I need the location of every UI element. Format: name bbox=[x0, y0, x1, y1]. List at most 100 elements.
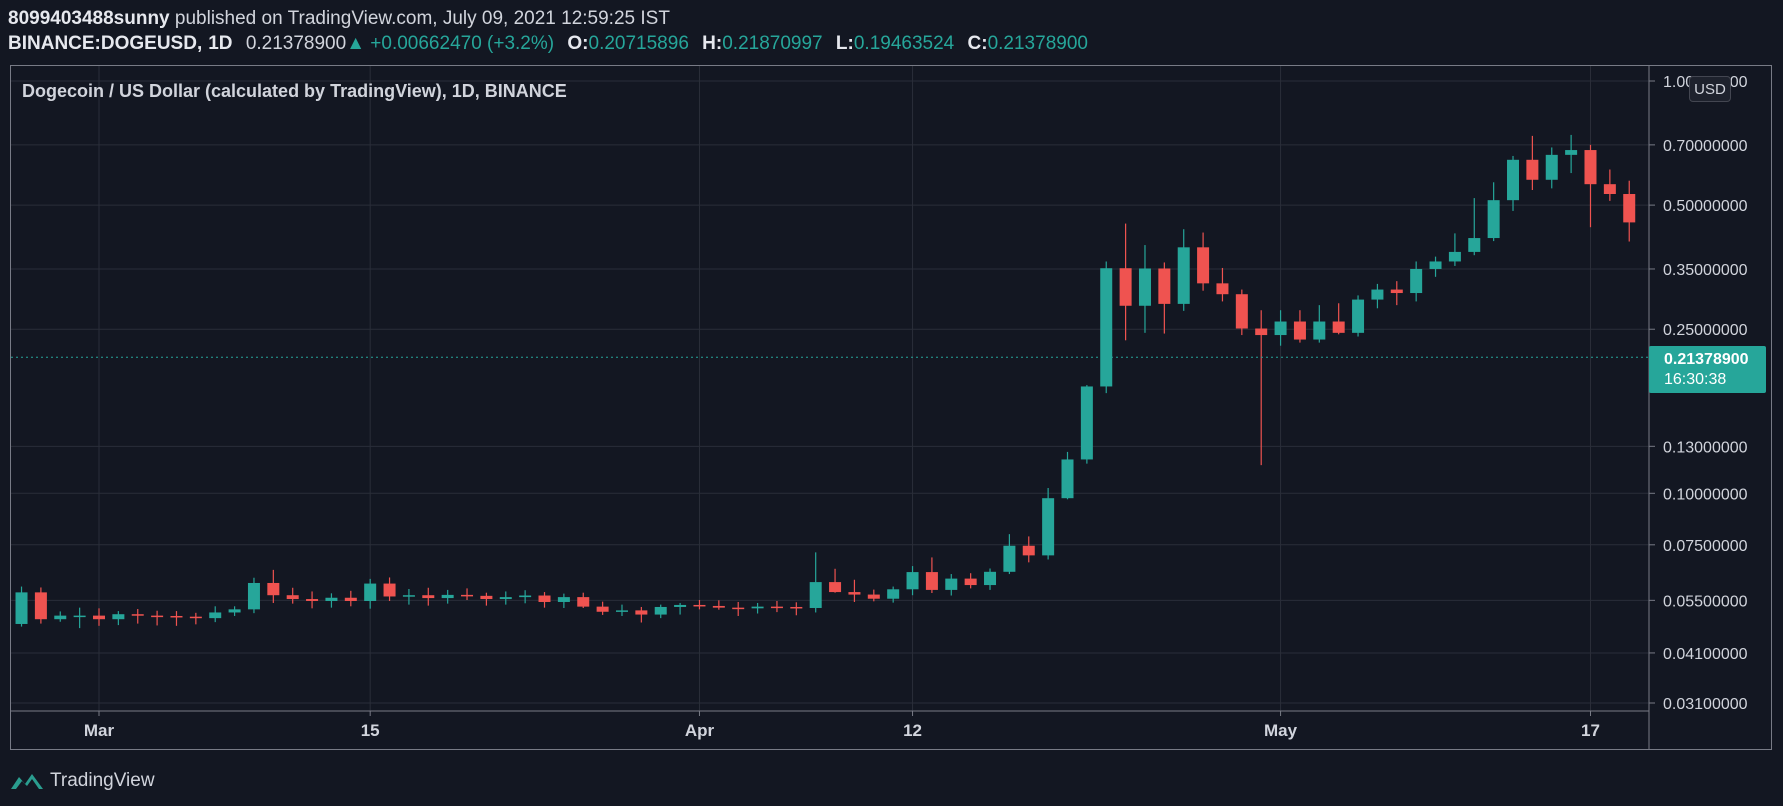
candle[interactable] bbox=[829, 568, 842, 593]
candle[interactable] bbox=[1526, 135, 1539, 191]
candle[interactable] bbox=[906, 566, 919, 596]
candle[interactable] bbox=[557, 593, 570, 608]
candle[interactable] bbox=[1313, 305, 1326, 343]
tradingview-brand[interactable]: TradingView bbox=[10, 768, 155, 794]
candle[interactable] bbox=[925, 557, 938, 594]
candle-body bbox=[480, 595, 493, 600]
candle[interactable] bbox=[1584, 144, 1597, 228]
candle[interactable] bbox=[15, 586, 28, 627]
candle[interactable] bbox=[519, 590, 532, 604]
candle[interactable] bbox=[1274, 310, 1287, 346]
candle[interactable] bbox=[1255, 310, 1268, 466]
candle[interactable] bbox=[693, 600, 706, 610]
candle[interactable] bbox=[848, 579, 861, 602]
candle[interactable] bbox=[151, 610, 164, 626]
candle[interactable] bbox=[712, 600, 725, 610]
candle[interactable] bbox=[945, 574, 958, 596]
candle[interactable] bbox=[170, 611, 183, 626]
candle[interactable] bbox=[887, 586, 900, 603]
candle[interactable] bbox=[286, 587, 299, 604]
candle[interactable] bbox=[1042, 487, 1055, 560]
candle[interactable] bbox=[1487, 182, 1500, 242]
candle[interactable] bbox=[1468, 198, 1481, 256]
candle[interactable] bbox=[93, 608, 105, 626]
candle[interactable] bbox=[577, 592, 590, 608]
candle[interactable] bbox=[809, 552, 822, 613]
candle[interactable] bbox=[1429, 256, 1442, 277]
candle[interactable] bbox=[654, 604, 667, 619]
candle[interactable] bbox=[751, 602, 764, 614]
candle[interactable] bbox=[402, 588, 415, 605]
candle[interactable] bbox=[344, 590, 357, 607]
candle-body bbox=[247, 582, 260, 610]
candle[interactable] bbox=[422, 587, 435, 606]
candle[interactable] bbox=[1158, 262, 1171, 334]
candle[interactable] bbox=[1565, 134, 1578, 174]
candle[interactable] bbox=[1603, 169, 1616, 201]
publisher-username[interactable]: 8099403488sunny bbox=[8, 8, 170, 29]
candle[interactable] bbox=[1235, 289, 1248, 336]
candle[interactable] bbox=[1410, 261, 1423, 302]
candle[interactable] bbox=[1293, 310, 1306, 343]
candle[interactable] bbox=[1332, 303, 1345, 335]
candle[interactable] bbox=[538, 592, 551, 608]
candle[interactable] bbox=[615, 604, 628, 616]
candle[interactable] bbox=[674, 602, 687, 615]
candle[interactable] bbox=[635, 606, 648, 623]
candle[interactable] bbox=[1022, 536, 1035, 563]
candle[interactable] bbox=[209, 606, 222, 623]
candle[interactable] bbox=[596, 601, 609, 615]
candle[interactable] bbox=[1507, 155, 1520, 211]
candle[interactable] bbox=[325, 593, 338, 608]
candle[interactable] bbox=[1545, 147, 1558, 189]
candle-body bbox=[1197, 247, 1210, 284]
candle[interactable] bbox=[1197, 232, 1210, 291]
candle[interactable] bbox=[790, 602, 803, 616]
candle[interactable] bbox=[112, 611, 125, 626]
candle[interactable] bbox=[480, 592, 493, 606]
candle[interactable] bbox=[34, 587, 47, 624]
candle[interactable] bbox=[364, 578, 377, 609]
candle[interactable] bbox=[1216, 267, 1229, 302]
candle[interactable] bbox=[247, 577, 260, 614]
candle[interactable] bbox=[770, 600, 783, 613]
candle[interactable] bbox=[131, 609, 144, 624]
candle[interactable] bbox=[1061, 451, 1074, 500]
candle[interactable] bbox=[1138, 245, 1151, 333]
candle-body bbox=[1293, 321, 1306, 340]
candle[interactable] bbox=[1390, 281, 1403, 306]
price-tick-label: 0.03100000 bbox=[1663, 696, 1748, 713]
candle[interactable] bbox=[441, 589, 454, 604]
candle[interactable] bbox=[732, 601, 745, 616]
candle[interactable] bbox=[1100, 261, 1113, 394]
candle[interactable] bbox=[1448, 233, 1461, 266]
candle[interactable] bbox=[1003, 534, 1016, 575]
candle[interactable] bbox=[1177, 229, 1190, 311]
candle[interactable] bbox=[267, 569, 280, 603]
candle[interactable] bbox=[1119, 223, 1132, 341]
candle[interactable] bbox=[189, 612, 202, 625]
candle-body bbox=[925, 572, 938, 590]
candle[interactable] bbox=[1371, 283, 1384, 309]
candle[interactable] bbox=[1080, 385, 1093, 464]
candle[interactable] bbox=[984, 568, 997, 590]
candle[interactable] bbox=[228, 606, 241, 616]
candle[interactable] bbox=[1623, 180, 1636, 242]
candle[interactable] bbox=[383, 577, 396, 601]
candle[interactable] bbox=[1352, 295, 1365, 337]
candle[interactable] bbox=[867, 589, 880, 602]
candle-body bbox=[1061, 459, 1074, 499]
candle[interactable] bbox=[964, 573, 977, 589]
candle[interactable] bbox=[54, 611, 67, 622]
candle-body bbox=[829, 582, 842, 593]
candle-body bbox=[1371, 289, 1384, 300]
candle[interactable] bbox=[461, 588, 474, 601]
currency-badge[interactable]: USD bbox=[1689, 76, 1731, 102]
symbol-label[interactable]: BINANCE:DOGEUSD, bbox=[8, 33, 203, 54]
candle[interactable] bbox=[73, 607, 86, 629]
candle[interactable] bbox=[306, 591, 319, 609]
time-tick-label: May bbox=[1264, 721, 1298, 740]
candle-body bbox=[1138, 268, 1151, 306]
candle[interactable] bbox=[499, 591, 512, 605]
